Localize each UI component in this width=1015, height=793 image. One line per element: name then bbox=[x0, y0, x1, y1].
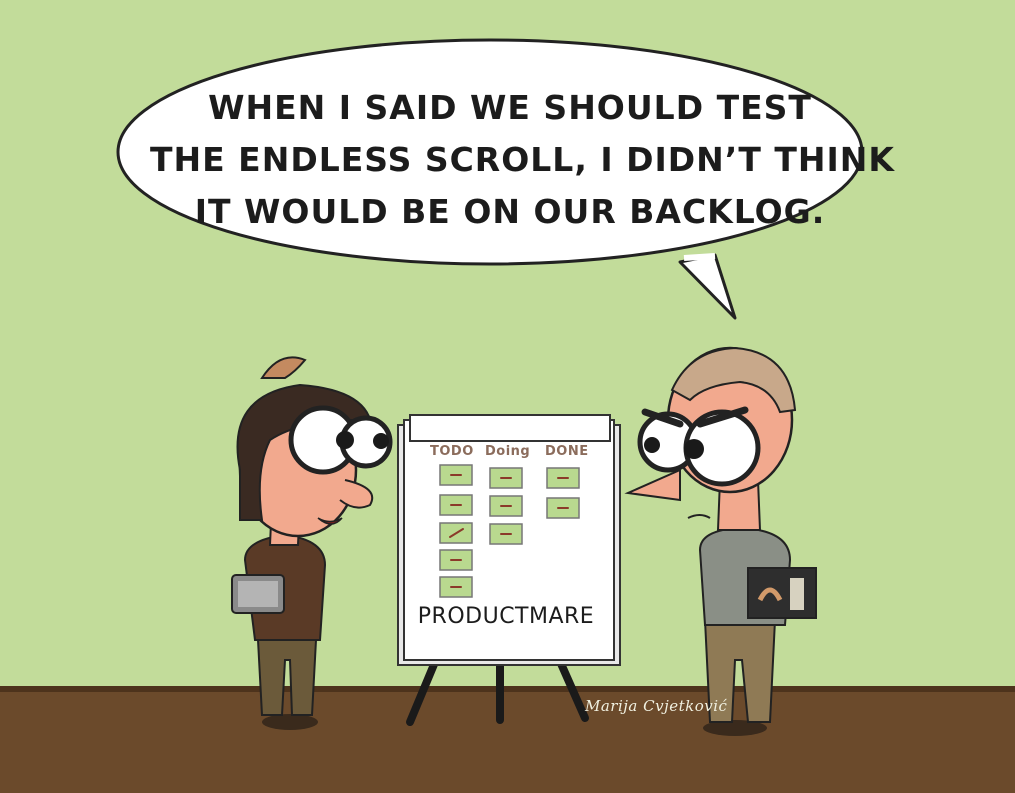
speech-bubble-text: WHEN I SAID WE SHOULD TEST THE ENDLESS S… bbox=[150, 82, 895, 238]
speech-bubble bbox=[116, 38, 864, 320]
artist-signature: Marija Cvjetković bbox=[585, 697, 728, 715]
column-label-todo: TODO bbox=[430, 444, 474, 459]
woman-character bbox=[231, 356, 393, 730]
speech-line-3: IT WOULD BE ON OUR BACKLOG. bbox=[194, 192, 826, 231]
column-label-done: DONE bbox=[545, 444, 589, 459]
man-character bbox=[624, 346, 817, 736]
floor bbox=[0, 688, 1015, 793]
column-label-doing: Doing bbox=[485, 444, 531, 459]
speech-line-1: WHEN I SAID WE SHOULD TEST bbox=[208, 88, 812, 127]
speech-line-2: THE ENDLESS SCROLL, I DIDN’T THINK bbox=[150, 140, 895, 179]
flipchart-title: PRODUCTMARE bbox=[417, 604, 595, 629]
flipchart bbox=[397, 414, 621, 726]
